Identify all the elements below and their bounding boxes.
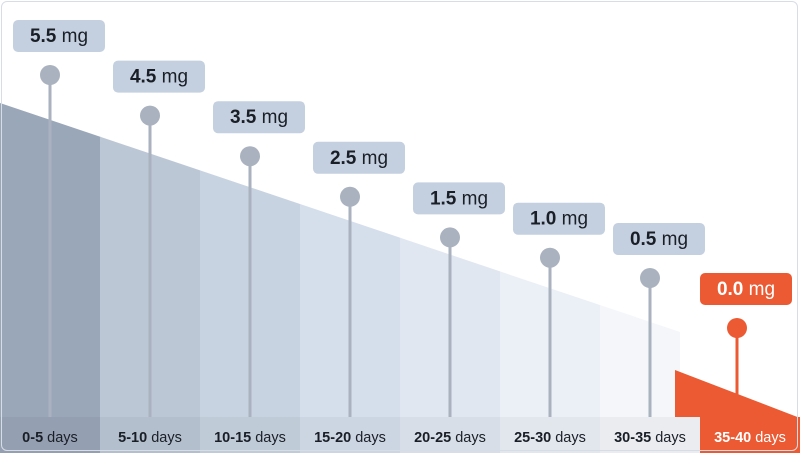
- value-label-6: 0.5 mg: [630, 229, 688, 250]
- category-label-5: 25-30 days: [514, 430, 586, 446]
- category-cell-0: [0, 417, 101, 453]
- value-number: 5.5: [30, 26, 57, 47]
- value-label-2: 3.5 mg: [230, 107, 288, 128]
- category-unit: days: [651, 430, 686, 446]
- category-label-0: 0-5 days: [22, 430, 78, 446]
- category-range: 15-20: [314, 430, 351, 446]
- value-label-bg-4: [413, 182, 505, 215]
- value-number: 0.5: [630, 229, 657, 250]
- marker-dot-7: [727, 318, 747, 338]
- category-unit: days: [351, 430, 386, 446]
- marker-dot-5: [540, 247, 560, 268]
- category-label-3: 15-20 days: [314, 430, 386, 446]
- value-unit: mg: [56, 26, 88, 47]
- value-label-3: 2.5 mg: [330, 148, 388, 169]
- category-range: 0-5: [22, 430, 43, 446]
- value-label-7: 0.0 mg: [717, 279, 775, 300]
- category-range: 20-25: [414, 430, 451, 446]
- value-number: 1.5: [430, 188, 457, 209]
- category-label-2: 10-15 days: [214, 430, 286, 446]
- category-label-1: 5-10 days: [118, 430, 182, 446]
- marker-dot-1: [140, 105, 160, 126]
- category-cell-1: [100, 417, 201, 453]
- value-label-1: 4.5 mg: [130, 67, 188, 88]
- value-label-0: 5.5 mg: [30, 26, 88, 47]
- value-unit: mg: [256, 107, 288, 128]
- category-cell-7: [700, 417, 800, 453]
- value-number: 0.0: [717, 279, 743, 300]
- category-unit: days: [251, 430, 286, 446]
- category-cell-5: [500, 417, 601, 453]
- category-label-7: 35-40 days: [714, 430, 786, 446]
- value-unit: mg: [356, 148, 388, 169]
- category-range: 35-40: [714, 430, 751, 446]
- value-label-4: 1.5 mg: [430, 188, 488, 209]
- category-cell-4: [400, 417, 501, 453]
- value-number: 4.5: [130, 67, 157, 88]
- value-unit: mg: [556, 209, 588, 230]
- marker-dot-3: [340, 186, 360, 207]
- category-unit: days: [451, 430, 486, 446]
- category-label-6: 30-35 days: [614, 430, 686, 446]
- value-label-bg-2: [213, 101, 305, 134]
- value-unit: mg: [743, 279, 775, 300]
- category-cell-3: [300, 417, 401, 453]
- value-number: 2.5: [330, 148, 357, 169]
- value-unit: mg: [156, 67, 188, 88]
- category-cell-2: [200, 417, 301, 453]
- category-range: 25-30: [514, 430, 551, 446]
- marker-dot-0: [40, 65, 60, 85]
- category-range: 30-35: [614, 430, 651, 446]
- category-label-4: 20-25 days: [414, 430, 486, 446]
- value-label-bg-7: [700, 273, 792, 305]
- value-label-bg-3: [313, 141, 405, 174]
- category-range: 10-15: [214, 430, 251, 446]
- marker-dot-4: [440, 227, 460, 248]
- value-label-bg-1: [113, 60, 205, 93]
- category-unit: days: [147, 430, 182, 446]
- value-label-5: 1.0 mg: [530, 209, 588, 230]
- value-number: 1.0: [530, 209, 556, 230]
- category-range: 5-10: [118, 430, 147, 446]
- value-label-bg-6: [613, 223, 705, 255]
- value-unit: mg: [456, 188, 488, 209]
- category-unit: days: [751, 430, 786, 446]
- category-unit: days: [43, 430, 78, 446]
- value-label-bg-5: [513, 202, 605, 235]
- category-cell-6: [600, 417, 701, 453]
- marker-dot-6: [640, 268, 660, 288]
- category-unit: days: [551, 430, 586, 446]
- value-unit: mg: [656, 229, 688, 250]
- marker-dot-2: [240, 146, 260, 167]
- value-number: 3.5: [230, 107, 257, 128]
- value-label-bg-0: [13, 20, 105, 52]
